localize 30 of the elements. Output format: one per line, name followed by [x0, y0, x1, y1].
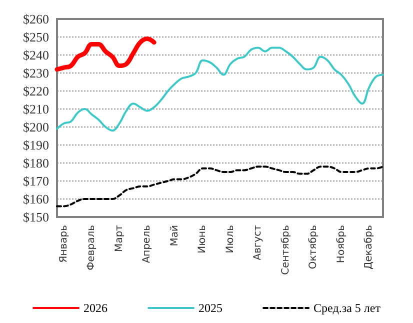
y-tick-label: $180 [23, 156, 49, 170]
y-tick-label: $210 [23, 102, 49, 116]
line-series [54, 36, 156, 72]
x-tick-label: Февраль [86, 224, 98, 270]
x-tick-label: Сентябрь [280, 224, 292, 275]
y-tick-label: $220 [23, 84, 49, 98]
y-tick-label: $150 [23, 210, 49, 224]
y-tick-label: $250 [23, 30, 49, 44]
x-tick-label: Июль [224, 224, 236, 254]
x-tick-label: Ноябрь [336, 224, 347, 264]
y-tick-label: $200 [23, 120, 49, 134]
x-tick-label: Апрель [142, 224, 153, 264]
legend-label: 2026 [84, 301, 108, 315]
y-tick-label: $160 [23, 192, 49, 206]
y-tick-label: $240 [23, 48, 49, 62]
x-tick-label: Август [252, 224, 264, 260]
y-tick-label: $230 [23, 66, 49, 80]
line-series [56, 166, 384, 208]
x-tick-label: Декабрь [364, 224, 375, 270]
legend-label: 2025 [198, 301, 223, 315]
y-tick-label: $260 [23, 12, 49, 26]
y-tick-label: $190 [23, 138, 49, 152]
x-tick-label: Январь [58, 224, 70, 263]
x-tick-label: Июнь [197, 224, 208, 254]
x-tick-label: Май [169, 225, 180, 246]
x-tick-label: Октябрь [308, 224, 320, 270]
y-tick-label: $170 [23, 174, 49, 188]
x-tick-label: Март [114, 224, 125, 252]
line-series [56, 46, 384, 132]
legend-label: Сред.за 5 лет [314, 301, 382, 315]
